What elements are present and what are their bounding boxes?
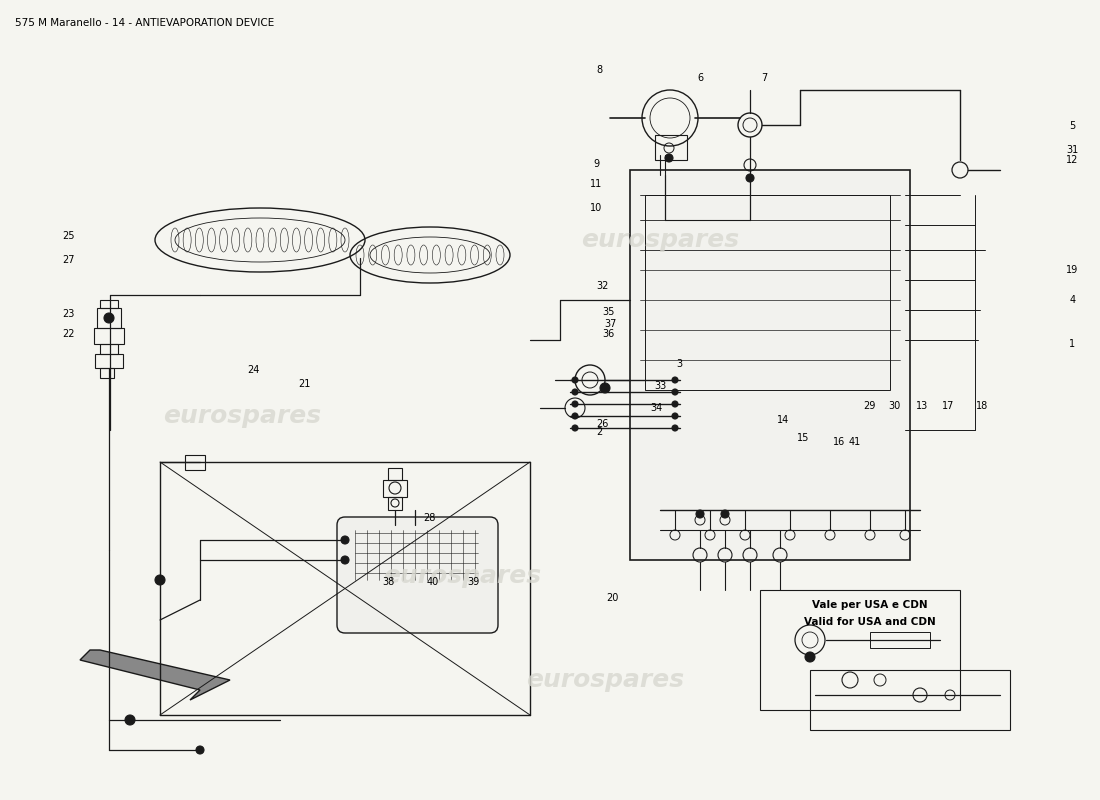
Text: 30: 30: [888, 402, 901, 411]
Text: 23: 23: [62, 309, 75, 318]
Bar: [760, 590, 960, 710]
Text: 2: 2: [596, 427, 603, 437]
Circle shape: [746, 174, 754, 182]
Circle shape: [696, 510, 704, 518]
Text: 38: 38: [382, 578, 395, 587]
Text: 19: 19: [1066, 266, 1079, 275]
Circle shape: [572, 413, 578, 419]
Text: 21: 21: [298, 379, 311, 389]
Circle shape: [572, 389, 578, 395]
Text: 12: 12: [1066, 155, 1079, 165]
FancyBboxPatch shape: [337, 517, 498, 633]
Bar: [645, 195, 890, 390]
Bar: [97, 308, 121, 328]
Bar: [95, 354, 123, 368]
Text: 6: 6: [697, 74, 704, 83]
Text: eurospares: eurospares: [526, 668, 684, 692]
Text: 24: 24: [246, 365, 260, 374]
Text: 41: 41: [848, 438, 861, 447]
Circle shape: [672, 413, 678, 419]
Text: 26: 26: [596, 419, 609, 429]
Text: 10: 10: [590, 203, 603, 213]
Text: eurospares: eurospares: [163, 404, 321, 428]
Text: eurospares: eurospares: [581, 228, 739, 252]
Bar: [100, 368, 114, 378]
Text: 27: 27: [62, 255, 75, 265]
Text: 29: 29: [862, 402, 876, 411]
Text: Valid for USA and CDN: Valid for USA and CDN: [804, 617, 936, 627]
Circle shape: [341, 536, 349, 544]
Text: 31: 31: [1066, 146, 1079, 155]
Text: 34: 34: [650, 403, 663, 413]
Text: 1: 1: [1069, 339, 1076, 349]
Bar: [388, 497, 401, 510]
Text: 22: 22: [62, 330, 75, 339]
Bar: [870, 632, 930, 648]
Text: 4: 4: [1069, 295, 1076, 305]
Circle shape: [672, 425, 678, 431]
Circle shape: [104, 313, 114, 323]
Circle shape: [572, 401, 578, 407]
Text: 3: 3: [676, 359, 683, 369]
Circle shape: [805, 652, 815, 662]
Text: 9: 9: [593, 159, 600, 169]
Text: 32: 32: [596, 282, 609, 291]
Text: 35: 35: [602, 307, 615, 317]
Bar: [630, 170, 910, 560]
Text: Vale per USA e CDN: Vale per USA e CDN: [812, 600, 927, 610]
Text: 16: 16: [833, 438, 846, 447]
Circle shape: [125, 715, 135, 725]
Text: 20: 20: [606, 594, 619, 603]
Text: 11: 11: [590, 179, 603, 189]
Text: 14: 14: [777, 415, 790, 425]
Circle shape: [572, 425, 578, 431]
Circle shape: [672, 401, 678, 407]
Circle shape: [720, 510, 729, 518]
Text: 39: 39: [466, 578, 480, 587]
Bar: [810, 670, 1010, 730]
Text: 18: 18: [976, 402, 989, 411]
Text: 7: 7: [761, 74, 768, 83]
Circle shape: [672, 377, 678, 383]
Bar: [185, 455, 205, 470]
Text: 28: 28: [422, 513, 436, 522]
Text: eurospares: eurospares: [383, 564, 541, 588]
Text: 25: 25: [62, 231, 75, 241]
Bar: [388, 468, 401, 480]
Circle shape: [341, 556, 349, 564]
Text: 40: 40: [426, 578, 439, 587]
Bar: [100, 300, 118, 308]
Text: 36: 36: [602, 330, 615, 339]
Bar: [94, 328, 124, 344]
Circle shape: [196, 746, 204, 754]
Text: 15: 15: [796, 434, 810, 443]
Bar: [100, 344, 118, 354]
Circle shape: [572, 377, 578, 383]
Text: 13: 13: [915, 402, 928, 411]
Text: 8: 8: [596, 66, 603, 75]
Circle shape: [155, 575, 165, 585]
Text: 17: 17: [942, 402, 955, 411]
Bar: [383, 480, 407, 497]
Circle shape: [672, 389, 678, 395]
Circle shape: [600, 383, 610, 393]
Text: 5: 5: [1069, 122, 1076, 131]
Text: 37: 37: [604, 319, 617, 329]
Polygon shape: [80, 650, 230, 700]
Circle shape: [666, 154, 673, 162]
Bar: [654, 135, 688, 160]
Text: 33: 33: [653, 381, 667, 390]
Text: 575 M Maranello - 14 - ANTIEVAPORATION DEVICE: 575 M Maranello - 14 - ANTIEVAPORATION D…: [15, 18, 274, 28]
